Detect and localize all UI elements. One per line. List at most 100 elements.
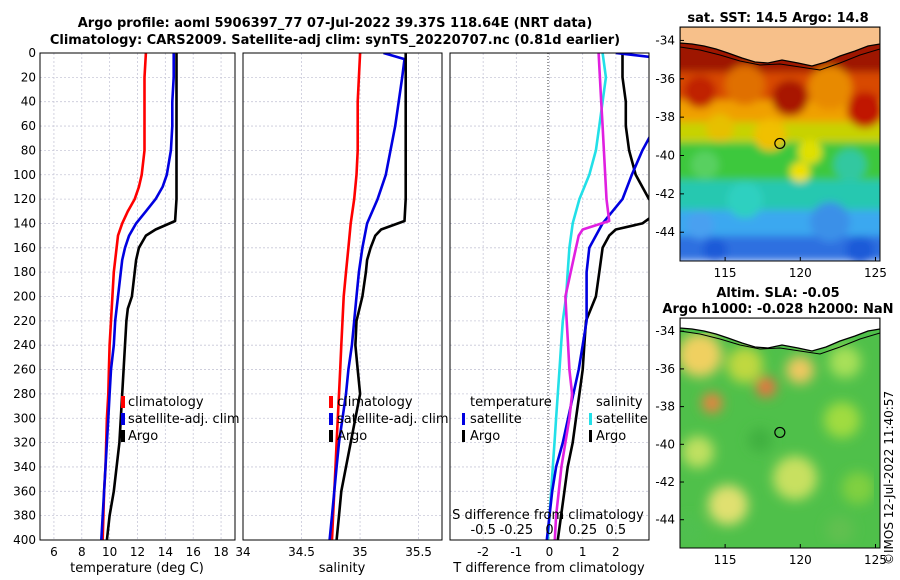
sst-map: sat. SST: 14.5 Argo: 14.8 -34 -36 -38 -40 -4… bbox=[655, 11, 887, 280]
sla-patch bbox=[680, 516, 704, 544]
legend-t-argo: Argo bbox=[470, 429, 500, 444]
legend-swatch-argo bbox=[121, 430, 125, 442]
difference-series bbox=[545, 53, 649, 540]
x-tick-label: 0 bbox=[546, 545, 554, 559]
x-tick-label: 35.5 bbox=[405, 545, 432, 559]
difference-frame bbox=[449, 52, 650, 541]
legend-climatology: climatology bbox=[337, 395, 413, 410]
sst-band bbox=[680, 180, 880, 210]
depth-tick-label: 80 bbox=[21, 143, 36, 157]
lat-tick-label: -44 bbox=[655, 225, 675, 239]
lat-tick-label: -34 bbox=[655, 33, 675, 47]
s-difference-tick-label: -0.5 bbox=[470, 523, 495, 538]
lat-tick-label: -38 bbox=[655, 110, 675, 124]
x-tick-label: 16 bbox=[186, 545, 201, 559]
depth-contour bbox=[680, 46, 880, 71]
legend-swatch-satellite bbox=[329, 413, 333, 425]
x-tick-label: 14 bbox=[158, 545, 173, 559]
legend-swatch-argo bbox=[329, 430, 333, 442]
lat-tick-label: -44 bbox=[655, 513, 675, 527]
legend-swatch-climatology bbox=[329, 396, 333, 408]
sst-field bbox=[680, 27, 880, 261]
lat-tick-label: -38 bbox=[655, 400, 675, 414]
legend-swatch-satellite bbox=[121, 413, 125, 425]
sla-field bbox=[680, 333, 874, 544]
t-difference-axis-label: T difference from climatology bbox=[452, 561, 645, 576]
difference-panel: -2 -1 0 1 2 T difference from climatology S … bbox=[449, 52, 650, 576]
depth-tick-label: 180 bbox=[13, 265, 36, 279]
imos-credit: ©IMOS 12-Jul-2022 11:40:57 bbox=[882, 391, 896, 565]
depth-tick-label: 400 bbox=[13, 533, 36, 547]
lat-tick-label: -36 bbox=[655, 72, 675, 86]
x-tick-label: 10 bbox=[102, 545, 117, 559]
legend-swatch-s-satellite bbox=[589, 413, 592, 425]
salinity-grid bbox=[242, 52, 442, 541]
land-mass bbox=[680, 27, 880, 67]
legend-swatch-t-satellite bbox=[462, 413, 465, 425]
x-tick-label: 12 bbox=[130, 545, 145, 559]
sst-patch bbox=[691, 151, 719, 179]
sla-patch bbox=[842, 472, 874, 504]
sla-patch bbox=[708, 485, 748, 525]
depth-tick-labels: 0 20 40 60 80 100 120 140 160 180 200 220 240 260 280 3… bbox=[13, 46, 36, 547]
x-tick-label: 34.5 bbox=[288, 545, 315, 559]
legend-swatch-s-argo bbox=[589, 430, 592, 442]
lat-tick-label: -40 bbox=[655, 149, 675, 163]
sst-patch bbox=[686, 211, 714, 239]
s-difference-tick-label: 0.5 bbox=[605, 523, 626, 538]
x-tick-label: 18 bbox=[213, 545, 228, 559]
series-line-temperature-argo bbox=[556, 53, 649, 540]
x-tick-label: 1 bbox=[579, 545, 587, 559]
salinity-panel: 34 34.5 35 35.5 salinity climatology satell… bbox=[235, 52, 449, 576]
depth-tick-label: 220 bbox=[13, 314, 36, 328]
salinity-frame bbox=[242, 52, 443, 541]
legend-s-satellite: satellite bbox=[596, 412, 648, 427]
depth-tick-label: 360 bbox=[13, 484, 36, 498]
legend-swatch-climatology bbox=[121, 396, 125, 408]
sla-lat-tick-labels: -34 -36 -38 -40 -42 -44 bbox=[655, 324, 684, 527]
x-tick-label: 34 bbox=[235, 545, 250, 559]
salinity-axis-label: salinity bbox=[319, 561, 366, 576]
temperature-panel: 0 20 40 60 80 100 120 140 160 180 200 220 240 260 280 3… bbox=[13, 46, 240, 576]
legend-salinity-title: salinity bbox=[596, 395, 643, 410]
legend-climatology: climatology bbox=[128, 395, 204, 410]
temperature-axis-label: temperature (deg C) bbox=[70, 561, 204, 576]
s-difference-tick-label: 0.25 bbox=[568, 523, 597, 538]
series-line-climatology bbox=[330, 53, 362, 540]
s-difference-axis-label: S difference from climatology bbox=[452, 508, 644, 523]
sla-patch bbox=[786, 356, 814, 384]
depth-tick-label: 40 bbox=[21, 95, 36, 109]
depth-tick-label: 300 bbox=[13, 411, 36, 425]
temperature-series bbox=[100, 53, 178, 540]
legend-swatch-t-argo bbox=[462, 430, 465, 442]
sst-patch bbox=[684, 76, 716, 108]
series-line-argo bbox=[335, 53, 408, 540]
sla-patch bbox=[748, 428, 772, 452]
temperature-legend: climatology satellite-adj. clim Argo bbox=[121, 395, 240, 444]
sst-patch bbox=[834, 149, 866, 181]
legend-temperature-title: temperature bbox=[470, 395, 552, 410]
x-tick-label: 35 bbox=[352, 545, 367, 559]
sla-map-title: Altim. SLA: -0.05 bbox=[716, 286, 839, 301]
s-difference-tick-label: -0.25 bbox=[500, 523, 534, 538]
title-line-1: Argo profile: aoml 5906397_77 07-Jul-202… bbox=[78, 16, 593, 31]
sst-patch bbox=[772, 80, 808, 116]
depth-tick-label: 100 bbox=[13, 168, 36, 182]
lon-tick-label: 120 bbox=[789, 553, 812, 567]
lon-tick-label: 115 bbox=[714, 553, 737, 567]
depth-tick-label: 20 bbox=[21, 70, 36, 84]
x-tick-label: -1 bbox=[510, 545, 522, 559]
sla-map-frame bbox=[679, 317, 881, 549]
argo-position-marker bbox=[774, 426, 786, 439]
depth-tick-label: 320 bbox=[13, 436, 36, 450]
temperature-tick-labels: 6 8 10 12 14 16 18 bbox=[50, 545, 229, 559]
sst-patch bbox=[808, 66, 852, 110]
lon-tick-label: 115 bbox=[714, 266, 737, 280]
sst-patch bbox=[798, 140, 822, 164]
depth-tick-label: 380 bbox=[13, 509, 36, 523]
sst-patch bbox=[810, 202, 850, 242]
legend-argo: Argo bbox=[337, 429, 367, 444]
depth-tick-label: 140 bbox=[13, 216, 36, 230]
salinity-legend: climatology satellite-adj. clim Argo bbox=[329, 395, 449, 444]
